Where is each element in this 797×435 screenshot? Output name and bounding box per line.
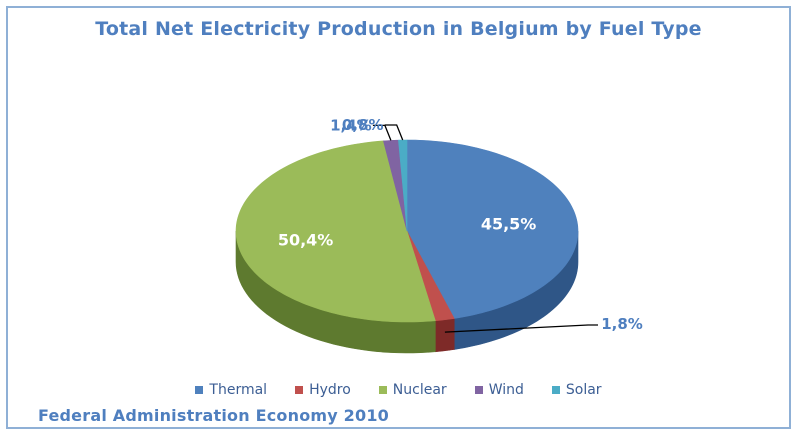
legend-item-wind: Wind xyxy=(474,382,524,398)
pie-slice-solar xyxy=(398,139,408,232)
data-label-hydro: 1,8% xyxy=(601,315,643,333)
legend-swatch-thermal xyxy=(195,386,204,394)
pie-side-hydro xyxy=(435,318,455,353)
source-note: Federal Administration Economy 2010 xyxy=(38,406,389,425)
data-label-nuclear: 50,4% xyxy=(278,230,334,249)
legend-swatch-solar xyxy=(551,386,560,394)
legend-label-solar: Solar xyxy=(565,382,602,398)
legend-item-hydro: Hydro xyxy=(295,382,351,398)
legend-swatch-hydro xyxy=(295,386,304,394)
legend-swatch-wind xyxy=(474,386,483,394)
legend-label-nuclear: Nuclear xyxy=(392,382,447,398)
pie-slice-hydro xyxy=(406,230,455,322)
legend-label-thermal: Thermal xyxy=(209,382,268,398)
legend-swatch-nuclear xyxy=(378,386,387,394)
legend: Thermal Hydro Nuclear Wind Solar xyxy=(0,382,797,398)
pie-slice-nuclear xyxy=(235,140,436,323)
data-label-solar: 0,8% xyxy=(342,116,384,134)
legend-item-solar: Solar xyxy=(551,382,602,398)
legend-label-wind: Wind xyxy=(488,382,524,398)
data-label-thermal: 45,5% xyxy=(481,214,537,233)
pie-slice-thermal xyxy=(406,139,579,319)
pie-data-labels: 45,5% 1,8% 50,4% 1,4%0,8% xyxy=(278,116,643,333)
pie-top-faces xyxy=(235,139,579,323)
legend-item-thermal: Thermal xyxy=(195,382,267,398)
leader-line-solar xyxy=(384,124,404,141)
legend-label-hydro: Hydro xyxy=(309,382,351,398)
legend-item-nuclear: Nuclear xyxy=(378,382,447,398)
chart-title: Total Net Electricity Production in Belg… xyxy=(95,18,702,40)
data-label-wind: 1,4% xyxy=(330,116,372,134)
leader-line-hydro xyxy=(444,324,598,333)
